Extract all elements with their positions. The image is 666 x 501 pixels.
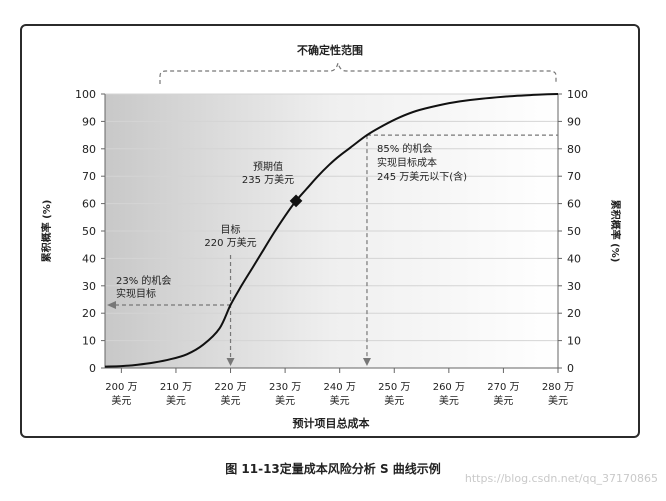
- chart-title: 不确定性范围: [297, 43, 363, 57]
- y-tick-label-right: 20: [567, 307, 581, 320]
- x-tick-label: 280 万: [542, 382, 574, 393]
- figure-caption: 图 11-13定量成本风险分析 S 曲线示例: [225, 462, 441, 476]
- uncertainty-brace: [159, 62, 557, 84]
- y-tick-label-right: 50: [567, 225, 581, 238]
- x-tick-label: 230 万: [269, 382, 301, 393]
- y-tick-label-left: 30: [82, 280, 96, 293]
- p85-arrow-down: [362, 358, 371, 366]
- y-tick-label-left: 50: [82, 225, 96, 238]
- y-tick-label-left: 90: [82, 115, 96, 128]
- x-tick-unit: 美元: [221, 394, 241, 407]
- s-curve-line: [104, 93, 559, 368]
- y-tick-label-right: 80: [567, 143, 581, 156]
- x-tick-unit: 美元: [493, 394, 513, 407]
- watermark: https://blog.csdn.net/qq_37170865: [464, 472, 658, 485]
- x-tick-unit: 美元: [439, 394, 459, 407]
- y-axis-title-right: 累积概率 (%): [609, 200, 622, 263]
- y-tick-label-right: 90: [567, 115, 581, 128]
- x-tick-label: 250 万: [378, 382, 410, 393]
- x-tick-label: 220 万: [214, 382, 246, 393]
- x-tick-unit: 美元: [548, 394, 568, 407]
- y-tick-label-left: 60: [82, 198, 96, 211]
- y-tick-label-left: 70: [82, 170, 96, 183]
- x-tick-label: 260 万: [433, 382, 465, 393]
- x-tick-label: 210 万: [160, 382, 192, 393]
- x-tick-unit: 美元: [111, 394, 131, 407]
- target-arrow-left: [107, 300, 116, 309]
- y-tick-label-right: 10: [567, 335, 581, 348]
- right-note-line2: 实现目标成本: [377, 156, 437, 169]
- left-note-line2: 实现目标: [116, 287, 156, 300]
- x-tick-label: 270 万: [487, 382, 519, 393]
- target-arrow-down: [226, 358, 235, 366]
- y-tick-label-left: 0: [89, 362, 96, 375]
- x-tick-label: 240 万: [324, 382, 356, 393]
- y-tick-label-left: 40: [82, 252, 96, 265]
- y-tick-label-right: 30: [567, 280, 581, 293]
- left-note-line1: 23% 的机会: [116, 274, 171, 287]
- target-amount: 220 万美元: [204, 236, 256, 249]
- right-note-line3: 245 万美元以下(含): [377, 170, 467, 183]
- x-tick-unit: 美元: [166, 394, 186, 407]
- y-tick-label-left: 20: [82, 307, 96, 320]
- expected-value-label: 预期值: [253, 160, 283, 173]
- target-label: 目标: [221, 224, 241, 236]
- y-tick-label-right: 70: [567, 170, 581, 183]
- expected-value-amount: 235 万美元: [242, 173, 294, 186]
- expected-value-marker: [289, 194, 303, 208]
- y-axis-title-left: 累积概率 (%): [40, 200, 53, 263]
- x-tick-label: 200 万: [105, 382, 137, 393]
- y-tick-label-right: 60: [567, 198, 581, 211]
- y-tick-label-right: 40: [567, 252, 581, 265]
- right-note-line1: 85% 的机会: [377, 142, 432, 155]
- x-axis-title: 预计项目总成本: [293, 416, 370, 430]
- y-tick-label-left: 100: [75, 88, 96, 101]
- y-tick-label-left: 80: [82, 143, 96, 156]
- y-tick-label-left: 10: [82, 335, 96, 348]
- x-tick-unit: 美元: [384, 394, 404, 407]
- y-tick-label-right: 100: [567, 88, 588, 101]
- y-tick-label-right: 0: [567, 362, 574, 375]
- x-tick-unit: 美元: [275, 394, 295, 407]
- x-tick-unit: 美元: [330, 394, 350, 407]
